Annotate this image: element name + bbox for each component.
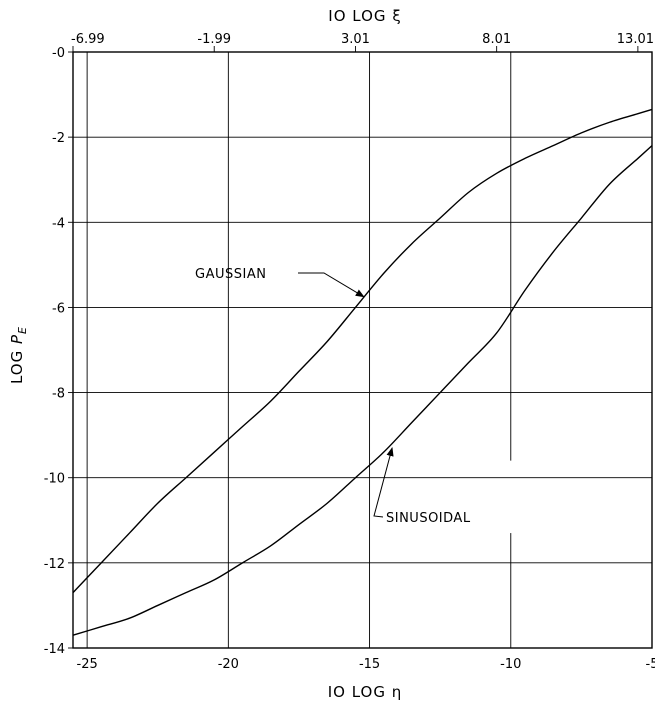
x-tick-label: -5	[646, 657, 655, 672]
y-tick-label: -14	[44, 642, 65, 657]
top-axis-title: IO LOG ξ	[328, 7, 401, 25]
x-tick-label: -15	[359, 657, 380, 672]
series-line-sinusoidal	[72, 145, 653, 636]
x-axis-title: IO LOG η	[328, 683, 403, 701]
y-tick-label: -4	[52, 216, 65, 231]
y-tick-label: -0	[52, 46, 65, 61]
x-tick-label: -25	[77, 657, 98, 672]
y-axis-title-var: P	[8, 334, 26, 344]
y-tick-label: -12	[44, 557, 65, 572]
plot-frame	[72, 51, 653, 649]
top-tick-label: -1.99	[197, 32, 231, 47]
x-tick-label: -10	[500, 657, 521, 672]
y-tick-label: -10	[44, 472, 65, 487]
y-axis-title-base: LOG	[8, 344, 26, 384]
grid-lines	[68, 46, 652, 649]
annotations: GAUSSIAN SINUSOIDAL	[195, 267, 471, 526]
annotation-label-gaussian: GAUSSIAN	[195, 267, 266, 282]
y-tick-label: -8	[52, 387, 65, 402]
top-tick-label: 8.01	[482, 32, 511, 47]
tick-labels: -25 -20 -15 -10 -5 -0 -2 -4 -6 -8 -10 -12 -14 -6.99 -1…	[44, 32, 655, 672]
top-tick-label: 3.01	[341, 32, 370, 47]
y-tick-label: -6	[52, 301, 65, 316]
y-axis-title: LOG PE	[8, 326, 29, 384]
top-tick-label: 13.01	[617, 32, 654, 47]
annotation-arrow-gaussian	[298, 272, 365, 298]
data-series	[72, 108, 653, 636]
annotation-label-sinusoidal: SINUSOIDAL	[386, 511, 471, 526]
y-axis-title-sub: E	[16, 326, 29, 334]
x-tick-label: -20	[218, 657, 239, 672]
top-tick-label: -6.99	[71, 32, 105, 47]
y-tick-label: -2	[52, 131, 65, 146]
series-line-gaussian	[72, 108, 653, 594]
annotation-arrow-sinusoidal	[373, 447, 394, 518]
